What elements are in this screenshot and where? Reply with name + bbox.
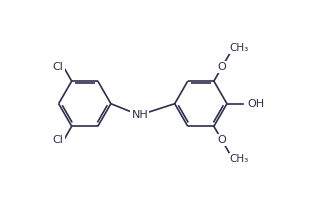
Text: CH₃: CH₃ [230, 43, 249, 53]
Text: Cl: Cl [53, 135, 64, 145]
Text: Cl: Cl [53, 62, 64, 72]
Text: O: O [217, 62, 226, 72]
Text: O: O [217, 135, 226, 145]
Text: OH: OH [247, 99, 264, 109]
Text: CH₃: CH₃ [230, 154, 249, 164]
Text: NH: NH [131, 110, 148, 120]
